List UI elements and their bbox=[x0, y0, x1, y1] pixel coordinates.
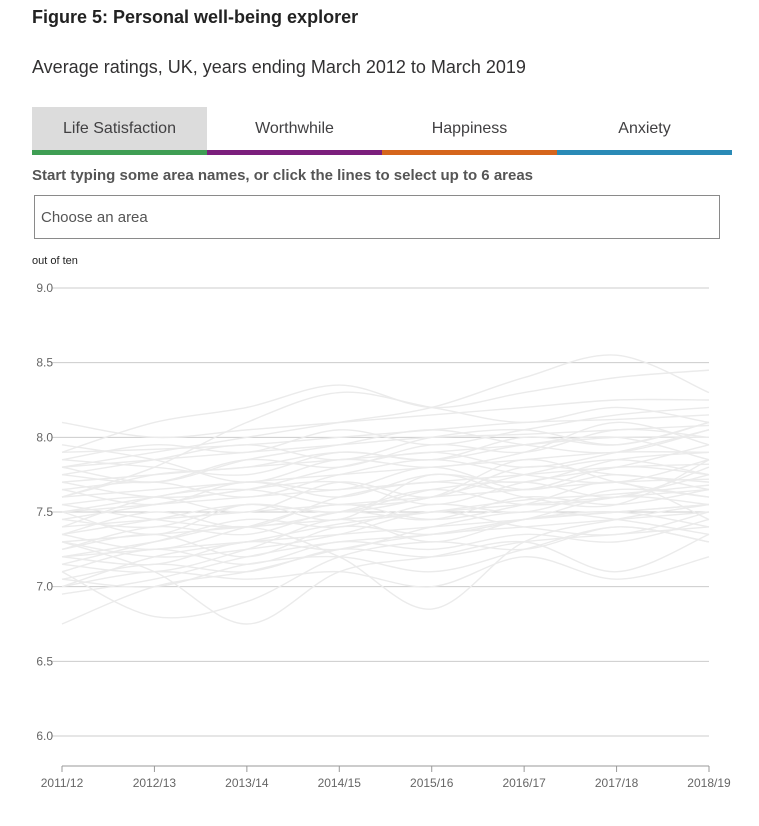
tab-label: Happiness bbox=[431, 120, 508, 137]
y-tick-label: 7.5 bbox=[36, 505, 53, 519]
area-search-input[interactable] bbox=[34, 195, 720, 239]
chart-subtitle: Average ratings, UK, years ending March … bbox=[32, 57, 526, 77]
x-tick-label: 2016/17 bbox=[502, 776, 546, 790]
tab-label: Anxiety bbox=[618, 120, 671, 137]
area-series-line[interactable] bbox=[61, 511, 710, 566]
tab-worthwhile[interactable]: Worthwhile bbox=[207, 107, 382, 155]
area-series-line[interactable] bbox=[61, 459, 710, 536]
tab-color-bar bbox=[382, 150, 557, 155]
area-series-line[interactable] bbox=[61, 459, 710, 498]
area-series-line[interactable] bbox=[61, 511, 710, 558]
area-series-line[interactable] bbox=[61, 391, 710, 498]
area-series-line[interactable] bbox=[61, 429, 710, 498]
area-series-line[interactable] bbox=[61, 526, 710, 588]
area-series-line[interactable] bbox=[61, 444, 710, 521]
area-series-line[interactable] bbox=[61, 424, 710, 468]
instructions-text: Start typing some area names, or click t… bbox=[32, 167, 534, 184]
tab-color-bar bbox=[207, 150, 382, 155]
area-series-line[interactable] bbox=[61, 354, 710, 468]
area-series-line[interactable] bbox=[61, 398, 710, 439]
tab-life-satisfaction[interactable]: Life Satisfaction bbox=[32, 107, 207, 155]
y-tick-label: 6.0 bbox=[36, 729, 53, 743]
area-series-line[interactable] bbox=[61, 518, 710, 573]
area-series-line[interactable] bbox=[61, 511, 710, 573]
area-series-line[interactable] bbox=[61, 429, 710, 483]
x-tick-label: 2017/18 bbox=[595, 776, 639, 790]
area-series-line[interactable] bbox=[61, 466, 710, 513]
y-tick-label: 7.0 bbox=[36, 580, 53, 594]
tab-label: Life Satisfaction bbox=[63, 120, 176, 137]
x-tick-label: 2014/15 bbox=[318, 776, 362, 790]
y-tick-label: 9.0 bbox=[36, 281, 53, 295]
area-series-line[interactable] bbox=[61, 421, 710, 483]
area-series-line[interactable] bbox=[61, 465, 710, 513]
y-tick-label: 6.5 bbox=[36, 654, 53, 668]
tab-happiness[interactable]: Happiness bbox=[382, 107, 557, 155]
x-tick-label: 2015/16 bbox=[410, 776, 454, 790]
area-series-line[interactable] bbox=[61, 533, 710, 625]
gridlines: 6.0 6.5 7.0 7.5 8.0 8.5 9.0 bbox=[36, 281, 709, 743]
area-series-line[interactable] bbox=[61, 406, 710, 461]
area-series-line[interactable] bbox=[61, 484, 710, 588]
x-tick-label: 2012/13 bbox=[133, 776, 177, 790]
tab-color-bar bbox=[557, 150, 732, 155]
area-series-line[interactable] bbox=[61, 466, 710, 529]
x-tick-label: 2011/12 bbox=[41, 776, 84, 790]
area-series-line[interactable] bbox=[61, 458, 710, 528]
area-series-line[interactable] bbox=[61, 414, 710, 453]
area-series-line[interactable] bbox=[61, 503, 710, 610]
x-axis: 2011/12 2012/13 2013/14 2014/15 2015/16 2016/… bbox=[41, 765, 731, 790]
tab-color-bar bbox=[32, 150, 207, 155]
area-series-line[interactable] bbox=[61, 511, 710, 625]
tab-anxiety[interactable]: Anxiety bbox=[557, 107, 732, 155]
area-series-line[interactable] bbox=[61, 488, 710, 565]
area-series-line[interactable] bbox=[61, 556, 710, 588]
y-tick-label: 8.0 bbox=[36, 430, 53, 444]
y-tick-label: 8.5 bbox=[36, 356, 53, 370]
area-series-line[interactable] bbox=[61, 436, 710, 498]
y-unit-label: out of ten bbox=[32, 255, 78, 267]
tab-label: Worthwhile bbox=[255, 120, 334, 137]
area-series-line[interactable] bbox=[61, 369, 710, 453]
measure-tabs: Life Satisfaction Worthwhile Happiness A… bbox=[32, 107, 732, 155]
series-lines bbox=[61, 354, 710, 625]
area-series-line[interactable] bbox=[61, 421, 710, 476]
line-chart: 6.0 6.5 7.0 7.5 8.0 8.5 9.0 2011/12 2012/13 2013… bbox=[36, 281, 731, 790]
area-series-line[interactable] bbox=[61, 459, 710, 536]
x-tick-label: 2018/19 bbox=[687, 776, 731, 790]
chart-title: Figure 5: Personal well-being explorer bbox=[32, 7, 359, 27]
x-tick-label: 2013/14 bbox=[225, 776, 269, 790]
